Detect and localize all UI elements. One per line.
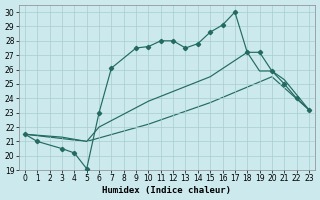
X-axis label: Humidex (Indice chaleur): Humidex (Indice chaleur): [102, 186, 231, 195]
